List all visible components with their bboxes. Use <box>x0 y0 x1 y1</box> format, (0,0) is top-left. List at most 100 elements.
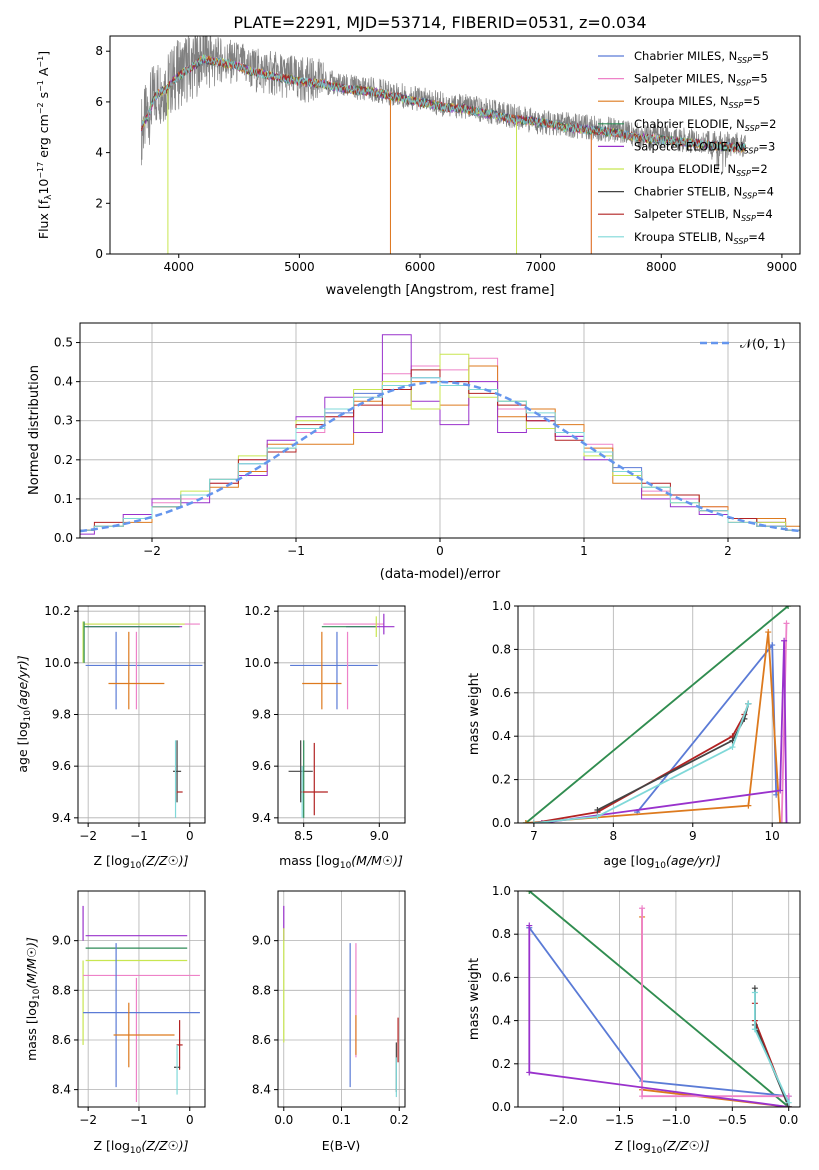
y-tick-label: 0.4 <box>54 375 73 389</box>
legend-entry: Kroupa MILES, NSSP=5 <box>634 94 760 110</box>
mass-weight-marker <box>783 620 790 627</box>
y-tick-label: 1.0 <box>492 884 511 898</box>
y-tick-label: 0.5 <box>54 336 73 350</box>
mass-weight-marker <box>639 905 646 912</box>
histogram-step <box>80 377 800 531</box>
legend-entry: Chabrier MILES, NSSP=5 <box>634 49 769 65</box>
x-tick-label: −2 <box>79 829 97 843</box>
x-tick-label: −0.5 <box>718 1113 747 1127</box>
mass-weight-marker <box>729 744 736 751</box>
y-tick-label: 8.8 <box>52 983 71 997</box>
y-tick-label: 0.2 <box>492 773 511 787</box>
x-tick-label: 0.1 <box>332 1113 351 1127</box>
x-tick-label: −1 <box>130 829 148 843</box>
mass-weight-marker <box>526 891 533 894</box>
y-axis-label: mass weight <box>467 673 482 755</box>
normal-curve <box>80 380 800 533</box>
x-tick-label: 2 <box>724 544 732 558</box>
axes-frame <box>77 890 206 1108</box>
legend-entry: Kroupa ELODIE, NSSP=2 <box>634 162 768 178</box>
y-tick-label: 0.4 <box>492 729 511 743</box>
x-axis-label: wavelength [Angstrom, rest frame] <box>326 283 555 298</box>
mass-weight-marker <box>522 820 529 823</box>
y-tick-label: 9.4 <box>252 811 271 825</box>
mass-weight-line <box>754 992 790 1104</box>
mass-weight-marker <box>765 629 772 636</box>
mass-weight-line <box>533 703 750 823</box>
legend: Chabrier MILES, NSSP=5 Salpeter MILES, NS… <box>598 49 776 246</box>
x-tick-label: 7 <box>530 829 538 843</box>
x-tick-label: 8 <box>610 829 618 843</box>
mass-weight-marker <box>751 989 758 996</box>
x-axis-label: E(B-V) <box>322 1138 361 1153</box>
mass-weight-marker <box>745 700 752 707</box>
plot-area <box>288 613 395 818</box>
legend-entry: 𝒩(0, 1) <box>740 336 786 351</box>
axes-frame <box>517 605 801 824</box>
plot-age_vs_Z: −2 −1 0 9.4 9.6 9.8 10.0 10.2 Z [log10(Z/Z☉)] age… <box>15 604 206 871</box>
x-tick-label: −1 <box>287 544 305 558</box>
x-tick-label: 5000 <box>284 260 315 274</box>
x-axis-label: (data-model)/error <box>380 567 501 582</box>
plot-area <box>82 905 200 1103</box>
mass-weight-line <box>525 606 789 823</box>
y-tick-label: 4 <box>95 146 103 160</box>
x-tick-label: 9000 <box>767 260 798 274</box>
y-tick-label: 9.4 <box>52 811 71 825</box>
plot-area <box>526 891 792 1107</box>
x-tick-label: 0.0 <box>274 1113 293 1127</box>
x-axis-label: Z [log10(Z/Z☉)] <box>93 1138 188 1156</box>
mass-weight-line <box>528 927 790 1107</box>
plot-massweight_vs_age: 7 8 9 10 0.0 0.2 0.4 0.6 0.8 1.0 age [log10(age/yr… <box>467 599 801 871</box>
mass-weight-line <box>780 623 788 823</box>
y-tick-label: 9.8 <box>252 708 271 722</box>
x-tick-label: 4000 <box>163 260 194 274</box>
x-tick-label: −2.0 <box>549 1113 578 1127</box>
x-tick-label: 9 <box>689 829 697 843</box>
mass-weight-line <box>636 642 778 813</box>
x-axis-label: mass [log10(M/M☉)] <box>279 853 403 871</box>
y-axis-label: Flux [fλ10−17 erg cm−2 s−1 A−1] <box>36 51 54 239</box>
mass-weight-line <box>641 916 789 1107</box>
x-tick-label: 8000 <box>646 260 677 274</box>
observed-spectrum-line <box>141 36 747 173</box>
x-tick-label: 7000 <box>525 260 556 274</box>
y-tick-label: 0.6 <box>492 970 511 984</box>
y-tick-label: 0.4 <box>492 1014 511 1028</box>
y-tick-label: 10.0 <box>44 656 71 670</box>
legend-entry: Chabrier STELIB, NSSP=4 <box>634 185 774 201</box>
legend-entry: Salpeter STELIB, NSSP=4 <box>634 207 773 223</box>
plot-mass_vs_EBV: 0.0 0.1 0.2 8.4 8.6 8.8 9.0 E(B-V) <box>252 890 409 1153</box>
y-axis-label: Normed distribution <box>27 365 42 495</box>
mass-weight-line <box>533 703 750 823</box>
y-tick-label: 8.8 <box>252 983 271 997</box>
x-axis-label: Z [log10(Z/Z☉)] <box>614 1138 709 1156</box>
mass-weight-marker <box>777 820 784 823</box>
plot-area <box>80 334 800 535</box>
mass-weight-marker <box>783 820 790 823</box>
y-tick-label: 9.8 <box>52 708 71 722</box>
plot-mass_vs_Z: −2 −1 0 8.4 8.6 8.8 9.0 Z [log10(Z/Z☉)] mass [lo… <box>24 890 206 1156</box>
y-tick-label: 0 <box>95 247 103 261</box>
plot-area <box>141 36 747 254</box>
mass-weight-line <box>596 703 750 811</box>
y-tick-label: 0.0 <box>54 531 73 545</box>
text-layer: PLATE=2291, MJD=53714, FIBERID=0531, z=0… <box>233 13 646 32</box>
x-tick-label: −1.5 <box>605 1113 634 1127</box>
y-tick-label: 8.4 <box>252 1083 271 1097</box>
y-tick-label: 8.6 <box>252 1033 271 1047</box>
y-tick-label: 8.6 <box>52 1033 71 1047</box>
plot-residuals: −2 −1 0 1 2 0.0 0.1 0.2 0.3 0.4 0.5 𝒩(0, 1) (data-mo… <box>27 322 801 582</box>
plot-area <box>82 621 203 818</box>
y-tick-label: 0.8 <box>492 927 511 941</box>
model-spectrum-line <box>141 54 747 153</box>
plot-massweight_vs_Z: −2.0 −1.5 −1.0 −0.5 0.0 0.0 0.2 0.4 0.6 0.8 1.0 Z [… <box>467 884 801 1156</box>
y-tick-label: 0.0 <box>492 816 511 830</box>
x-tick-label: 0.0 <box>779 1113 798 1127</box>
x-tick-label: −2 <box>143 544 161 558</box>
y-tick-label: 2 <box>95 196 103 210</box>
histogram-step <box>80 334 800 535</box>
plot-area <box>283 905 399 1098</box>
mass-weight-marker <box>530 820 537 823</box>
